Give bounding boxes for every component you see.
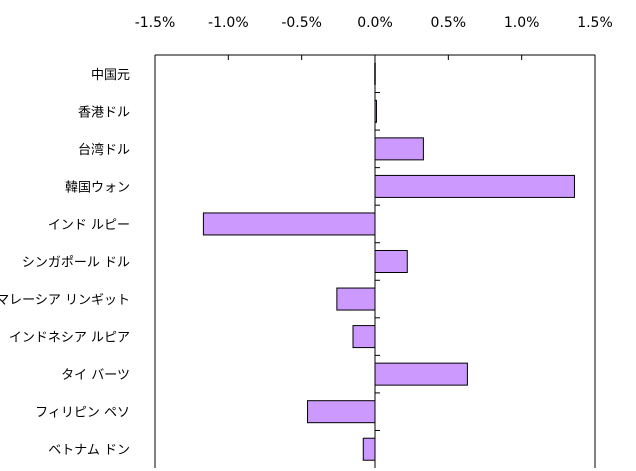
x-tick-label: 1.5% (577, 15, 613, 31)
bar-2 (374, 99, 377, 123)
bar-11 (362, 437, 376, 461)
bar-3 (374, 137, 424, 161)
category-label: シンガポール ドル (22, 256, 130, 271)
category-label: ベトナム ドン (48, 443, 130, 458)
category-label: 韓国ウォン (65, 180, 130, 195)
x-tick-label: -1.0% (208, 15, 249, 31)
category-label: インドネシア ルピア (9, 331, 130, 346)
category-label: 台湾ドル (78, 142, 130, 158)
x-tick-label: 1.0% (504, 15, 540, 31)
bar-4 (374, 174, 575, 198)
bar-7 (336, 287, 376, 311)
bar-6 (374, 250, 408, 273)
x-tick-label: -0.5% (281, 15, 322, 31)
bar-9 (374, 362, 468, 386)
category-label: 中国元 (91, 68, 130, 83)
x-tick-label: -1.5% (135, 15, 176, 31)
x-tick-label: 0.0% (357, 15, 393, 31)
bar-10 (307, 400, 376, 424)
x-tick-label: 0.5% (431, 15, 467, 31)
bar-8 (352, 325, 376, 349)
category-label: フィリピン ペソ (35, 406, 130, 421)
category-label: 香港ドル (78, 105, 130, 120)
category-label: タイ バーツ (61, 368, 130, 383)
bar-5 (202, 212, 376, 236)
category-label: インド ルピー (48, 218, 130, 233)
category-label: マレーシア リンギット (0, 293, 130, 308)
